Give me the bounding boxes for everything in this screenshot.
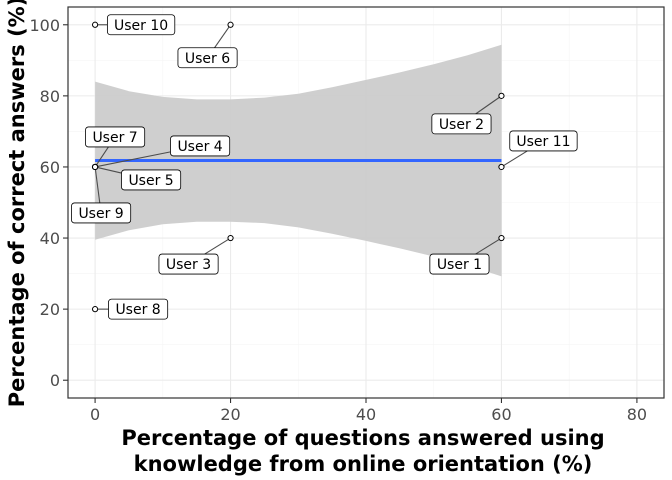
point-label-box [158,253,219,275]
point-label-text: User 11 [516,134,570,150]
point-label-text: User 3 [166,257,211,273]
y-axis-ticks: 0 20 40 60 80 100 [29,16,68,390]
y-axis-title: Percentage of correct answers (%) [5,0,29,407]
label-leader-line [475,237,502,255]
label-leader-line [204,237,231,255]
data-point [498,163,505,171]
x-tick-label: 60 [491,405,511,424]
point-label-box [121,169,182,191]
point-label-text: User 8 [115,302,160,318]
point-label: User 7 [85,126,146,148]
point-label-box [108,298,169,320]
x-tick-label: 80 [627,405,647,424]
point-label: User 10 [106,14,176,36]
point-label-text: User 7 [92,130,137,146]
point-label: User 11 [509,130,578,152]
point-label-box [170,135,231,157]
label-leader-line [475,95,502,115]
point-label: User 9 [71,202,132,224]
y-tick-label: 100 [29,16,60,35]
x-axis-title-line-2: knowledge from online orientation (%) [134,452,593,476]
data-point [227,234,234,242]
y-tick-label: 0 [50,371,60,390]
point-label-box [106,14,176,36]
y-tick-label: 40 [40,229,60,248]
point-label: User 1 [429,253,490,275]
point-label-box [509,130,578,152]
point-label-box [177,47,238,69]
data-point [227,21,234,28]
y-tick-label: 60 [40,158,60,177]
data-point [91,306,99,313]
point-label-text: User 9 [78,206,123,222]
point-label-box [71,202,132,224]
y-tick-label: 80 [40,87,60,106]
point-label-box [431,113,492,135]
point-label-text: User 5 [128,173,173,189]
label-leader-line [214,24,231,49]
label-leader-line [94,166,122,174]
point-label: User 5 [121,169,182,191]
y-tick-label: 20 [40,300,60,319]
point-label: User 8 [108,298,169,320]
point-label-box [85,126,146,148]
label-leader-line [94,166,101,204]
data-point [498,234,505,242]
x-tick-label: 20 [220,405,240,424]
data-point [91,163,99,171]
label-leader-line [501,150,528,168]
point-label: User 3 [158,253,219,275]
data-point [498,92,505,99]
label-leader-line [94,146,109,168]
point-label-text: User 1 [437,257,482,273]
point-label: User 4 [170,135,231,157]
point-label-text: User 10 [114,18,168,34]
x-axis-ticks: 0 20 40 60 80 [90,398,647,424]
point-label-text: User 6 [185,51,230,67]
point-labels: User 1 User 2 User 3 User 4 User 5 User 6 User… [71,14,578,320]
data-point [91,21,99,28]
point-label-text: User 4 [177,139,222,155]
point-label: User 6 [177,47,238,69]
point-label-box [429,253,490,275]
label-leader-lines [94,24,528,310]
point-label-text: User 2 [439,117,484,133]
data-points [91,21,505,313]
x-tick-label: 0 [90,405,100,424]
label-leader-line [94,151,171,168]
x-axis-title-line-1: Percentage of questions answered using [121,426,604,450]
x-tick-label: 40 [356,405,376,424]
point-label: User 2 [431,113,492,135]
